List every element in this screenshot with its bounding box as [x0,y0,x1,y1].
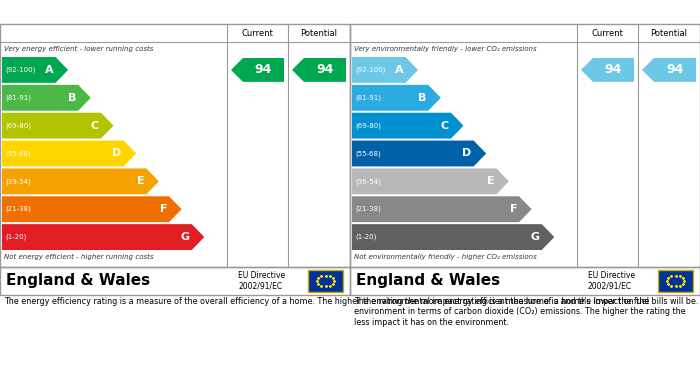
Polygon shape [292,58,346,82]
Text: The environmental impact rating is a measure of a home's impact on the environme: The environmental impact rating is a mea… [354,297,685,327]
Text: The energy efficiency rating is a measure of the overall efficiency of a home. T: The energy efficiency rating is a measur… [4,297,699,306]
Polygon shape [2,85,91,111]
Polygon shape [352,196,531,222]
Text: Current: Current [241,29,274,38]
Text: Environmental Impact (CO₂) Rating: Environmental Impact (CO₂) Rating [354,8,572,18]
Text: F: F [510,204,517,214]
Text: (69-80): (69-80) [5,122,31,129]
Text: England & Wales: England & Wales [6,273,150,289]
Polygon shape [352,141,486,167]
Polygon shape [352,224,554,250]
Polygon shape [231,58,284,82]
Bar [308,270,343,292]
Polygon shape [642,58,696,82]
Text: (1-20): (1-20) [5,234,27,240]
Bar [658,270,693,292]
Text: (55-68): (55-68) [5,150,31,157]
Text: Potential: Potential [650,29,687,38]
Text: 94: 94 [605,63,622,76]
Text: G: G [181,232,190,242]
Text: Very environmentally friendly - lower CO₂ emissions: Very environmentally friendly - lower CO… [354,46,537,52]
Text: Current: Current [592,29,624,38]
Polygon shape [2,113,113,138]
Polygon shape [2,224,204,250]
Text: F: F [160,204,167,214]
Text: (81-91): (81-91) [5,95,31,101]
Text: (92-100): (92-100) [355,67,386,73]
Polygon shape [581,58,634,82]
Text: D: D [113,149,122,158]
Polygon shape [352,85,441,111]
Text: E: E [136,176,144,187]
Text: (92-100): (92-100) [5,67,36,73]
Text: EU Directive
2002/91/EC: EU Directive 2002/91/EC [238,271,285,291]
Text: England & Wales: England & Wales [356,273,500,289]
Text: 94: 94 [316,63,334,76]
Text: D: D [463,149,472,158]
Text: (39-54): (39-54) [5,178,31,185]
Text: EU Directive
2002/91/EC: EU Directive 2002/91/EC [588,271,635,291]
Text: B: B [68,93,76,103]
Text: (55-68): (55-68) [355,150,381,157]
Polygon shape [2,169,159,194]
Polygon shape [2,141,136,167]
Text: G: G [531,232,540,242]
Text: Not environmentally friendly - higher CO₂ emissions: Not environmentally friendly - higher CO… [354,254,537,260]
Polygon shape [352,113,463,138]
Text: (69-80): (69-80) [355,122,381,129]
Text: A: A [45,65,54,75]
Text: (21-38): (21-38) [5,206,31,212]
Text: C: C [441,121,449,131]
Text: 94: 94 [255,63,272,76]
Text: Potential: Potential [300,29,337,38]
Text: (39-54): (39-54) [355,178,381,185]
Text: 94: 94 [666,63,684,76]
Text: Energy Efficiency Rating: Energy Efficiency Rating [4,8,157,18]
Polygon shape [2,196,181,222]
Polygon shape [2,57,68,83]
Polygon shape [352,57,418,83]
Text: Very energy efficient - lower running costs: Very energy efficient - lower running co… [4,46,153,52]
Text: B: B [418,93,426,103]
Polygon shape [352,169,509,194]
Text: (1-20): (1-20) [355,234,377,240]
Text: Not energy efficient - higher running costs: Not energy efficient - higher running co… [4,254,153,260]
Text: E: E [486,176,494,187]
Text: (21-38): (21-38) [355,206,381,212]
Text: A: A [395,65,404,75]
Text: (81-91): (81-91) [355,95,381,101]
Text: C: C [91,121,99,131]
